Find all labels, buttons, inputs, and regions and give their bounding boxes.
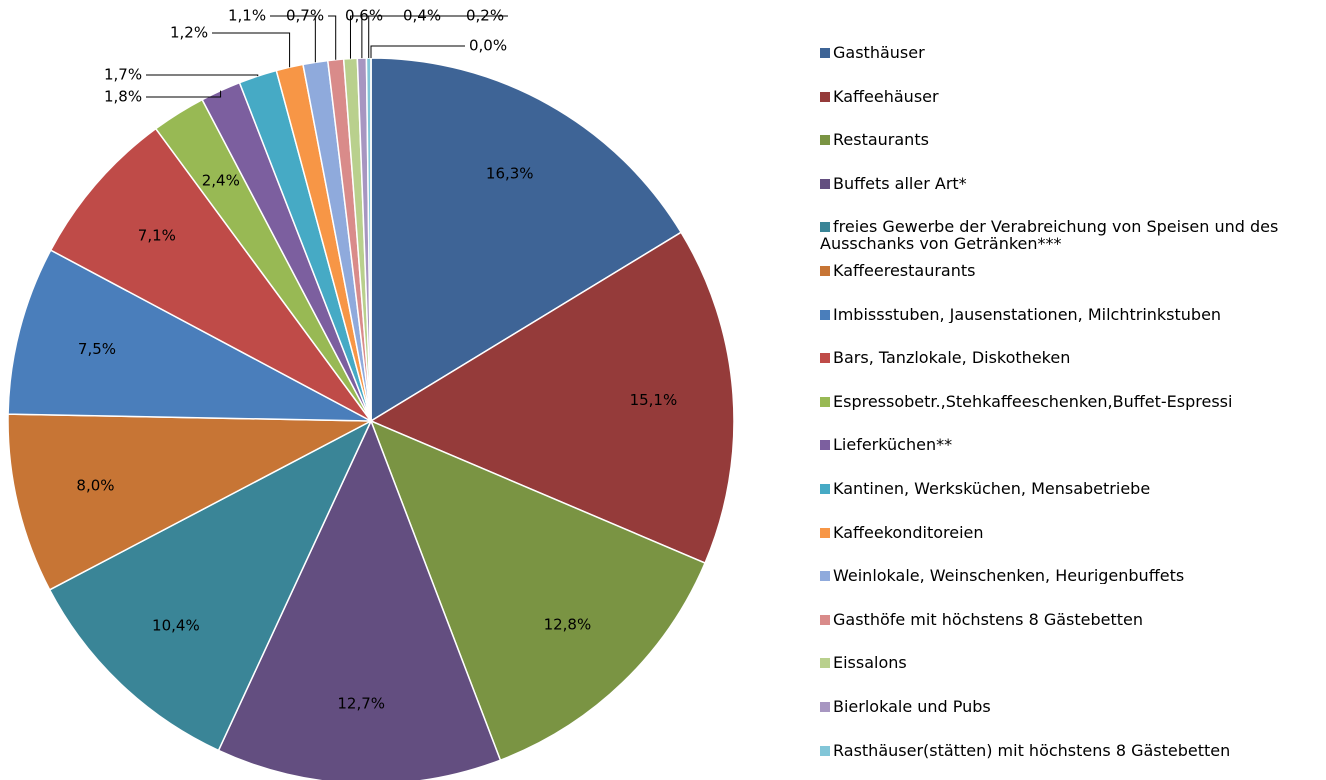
legend-swatch [820, 702, 830, 712]
data-label: 15,1% [630, 391, 678, 409]
leader-line [146, 74, 259, 77]
legend-swatch [820, 396, 830, 407]
legend-item: Rasthäuser(stätten) mit höchstens 8 Gäst… [820, 742, 1320, 759]
data-label: 10,4% [152, 617, 200, 635]
leader-line [212, 32, 291, 68]
data-label: 1,8% [104, 88, 142, 106]
legend-swatch [820, 309, 830, 320]
pie-slice [49, 127, 372, 422]
legend-swatch [820, 571, 830, 582]
legend-label: Gasthäuser [833, 44, 925, 61]
legend-item: Kantinen, Werksküchen, Mensabetriebe [820, 480, 1320, 497]
data-label: 0,2% [466, 7, 504, 25]
data-label: 1,2% [170, 24, 208, 42]
legend-label: Kaffeekonditoreien [833, 523, 984, 541]
legend-swatch [820, 658, 830, 669]
legend-item: Kaffeerestaurants [820, 262, 1320, 279]
legend-swatch [820, 135, 830, 146]
leader-line [368, 15, 508, 59]
data-label: 2,4% [202, 171, 240, 189]
legend-swatch [820, 440, 830, 451]
legend-swatch [820, 178, 830, 189]
data-label: 8,0% [76, 477, 114, 495]
pie-area: 16,3% 15,1% 12,8% 12,7% 10,4% 8,0% 7,5% 7,1% 2,4… [7, 7, 735, 780]
legend-swatch [820, 484, 830, 494]
legend-item: Espressobetr.,Stehkaffeeschenken,Buffet-… [820, 393, 1320, 410]
legend-label: Bierlokale und Pubs [833, 698, 991, 715]
legend-item: Bierlokale und Pubs [820, 698, 1320, 715]
legend-label: Lieferküchen** [833, 436, 953, 454]
legend-item: Gasthöfe mit höchstens 8 Gästebetten [820, 611, 1320, 628]
legend-label: freies Gewerbe der Verabreichung von Spe… [820, 218, 1279, 253]
data-label: 12,8% [544, 615, 592, 633]
legend-item: Eissalons [820, 654, 1320, 671]
legend-swatch [820, 614, 830, 625]
legend-label: Kantinen, Werksküchen, Mensabetriebe [833, 480, 1151, 497]
legend-swatch [820, 745, 830, 756]
legend-item: Imbissstuben, Jausenstationen, Milchtrin… [820, 306, 1320, 323]
legend-label: Kaffeerestaurants [833, 262, 976, 279]
legend-swatch [820, 353, 830, 364]
leader-line [370, 45, 465, 58]
pie-slice [7, 413, 372, 591]
legend-swatch [820, 222, 830, 233]
legend-item: Kaffeekonditoreien [820, 524, 1320, 541]
data-label: 0,7% [286, 7, 324, 25]
legend-item: Weinlokale, Weinschenken, Heurigenbuffet… [820, 567, 1320, 584]
legend-label: Gasthöfe mit höchstens 8 Gästebetten [833, 610, 1144, 628]
pie-slice [7, 249, 372, 422]
legend-label: Weinlokale, Weinschenken, Heurigenbuffet… [833, 567, 1185, 585]
legend-item: Gasthäuser [820, 44, 1320, 61]
legend-swatch [820, 527, 830, 538]
legend-item: freies Gewerbe der Verabreichung von Spe… [820, 218, 1290, 252]
legend-label: Rasthäuser(stätten) mit höchstens 8 Gäst… [833, 741, 1231, 759]
legend-item: Buffets aller Art* [820, 175, 1320, 192]
legend-item: Lieferküchen** [820, 436, 1320, 453]
leader-line [270, 15, 316, 63]
legend-label: Bars, Tanzlokale, Diskotheken [833, 349, 1071, 367]
data-label: 7,1% [138, 226, 176, 244]
legend-swatch [820, 266, 830, 276]
legend-label: Restaurants [833, 131, 929, 149]
legend-item: Restaurants [820, 131, 1320, 148]
pie-slice [370, 57, 683, 423]
legend-item: Kaffeehäuser [820, 88, 1320, 105]
legend-swatch [820, 91, 830, 102]
legend-label: Buffets aller Art* [833, 174, 967, 192]
data-label: 1,1% [228, 7, 266, 25]
pie-slice [369, 419, 707, 762]
legend-label: Espressobetr.,Stehkaffeeschenken,Buffet-… [833, 392, 1233, 410]
legend-label: Kaffeehäuser [833, 87, 939, 105]
legend-item: Bars, Tanzlokale, Diskotheken [820, 349, 1320, 366]
pie-slice [369, 231, 735, 565]
pie-slice [217, 419, 502, 780]
leader-line [328, 15, 337, 60]
data-label: 0,0% [469, 37, 507, 55]
legend-label: Imbissstuben, Jausenstationen, Milchtrin… [833, 305, 1222, 323]
data-label: 1,7% [104, 66, 142, 84]
data-label: 16,3% [486, 165, 534, 183]
data-label: 12,7% [337, 694, 385, 712]
data-label: 7,5% [78, 340, 116, 358]
legend-label: Eissalons [833, 654, 907, 672]
legend-swatch [820, 48, 830, 58]
pie-slice [48, 419, 373, 752]
leader-line [146, 90, 222, 98]
